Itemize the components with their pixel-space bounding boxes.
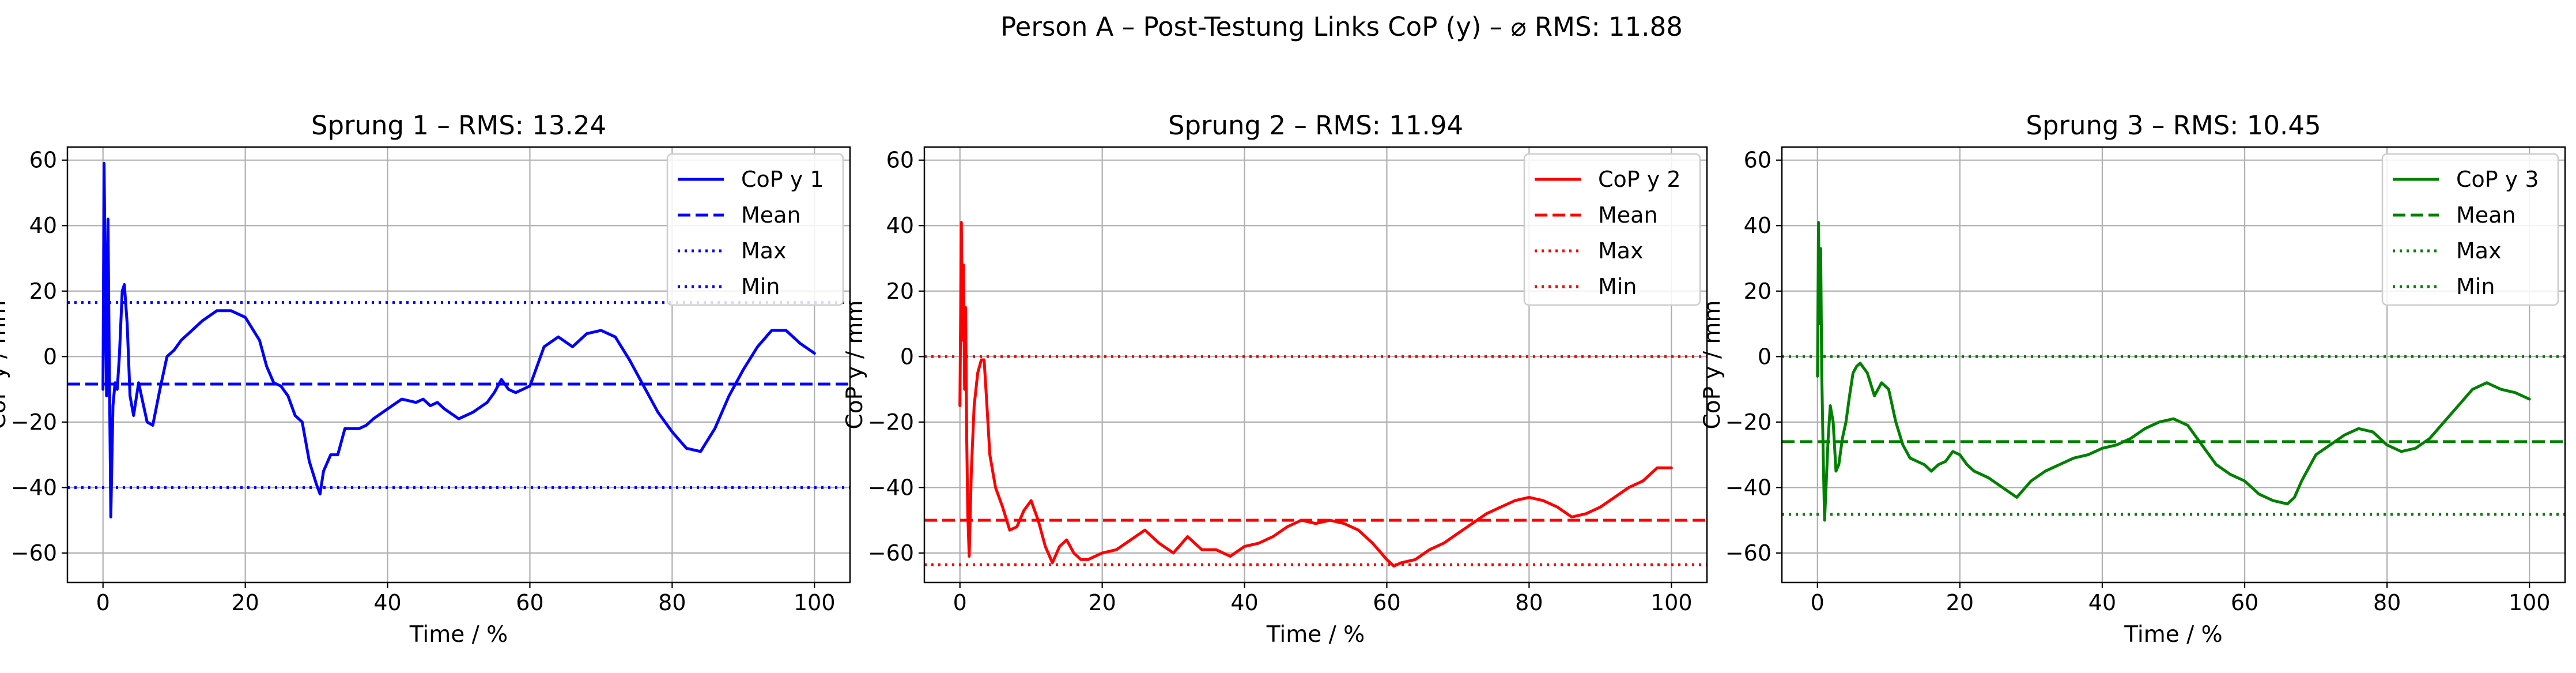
x-tick-label: 60 [516, 590, 543, 615]
legend-label: Max [1598, 238, 1644, 264]
x-tick-label: 40 [373, 590, 401, 615]
legend-label: Mean [1598, 202, 1658, 228]
axes-frame [1781, 146, 2566, 584]
subplot-2: 0 20 40 60 80 100 −60 −40 −20 0 20 40 60 Sprung 2 – R… [842, 110, 1708, 648]
y-tick-label: 0 [900, 344, 914, 369]
legend-label: Max [741, 238, 787, 264]
legend-label: Mean [2456, 202, 2516, 228]
legend: CoP y 1 Mean Max Min [666, 153, 844, 306]
y-tick-label: 40 [29, 213, 57, 238]
plot-area [924, 221, 1707, 568]
legend: CoP y 3 Mean Max Min [2381, 153, 2559, 306]
legend-box [1523, 153, 1701, 306]
y-tick-label: −20 [1725, 409, 1772, 435]
y-tick-label: 40 [1744, 213, 1772, 238]
y-tick-label: 0 [43, 344, 57, 369]
x-tick-label: 40 [2088, 590, 2116, 615]
y-tick-label: 60 [1744, 148, 1772, 173]
y-tick-label: −20 [11, 409, 57, 435]
x-tick-label: 80 [658, 590, 686, 615]
legend-label: Mean [741, 202, 801, 228]
y-axis-label: CoP y / mm [0, 300, 11, 429]
series-line-cop-y [958, 221, 1673, 568]
subplot-3: 0 20 40 60 80 100 −60 −40 −20 0 20 40 60 Sprung 3 – R… [1699, 110, 2566, 648]
x-tick-label: 60 [2231, 590, 2258, 615]
x-axis-label: Time / % [409, 622, 508, 648]
figure-suptitle: Person A – Post-Testung Links CoP (y) – … [1000, 12, 1683, 42]
x-axis-label: Time / % [2124, 622, 2222, 648]
legend-box [666, 153, 844, 306]
axes-frame [923, 146, 1708, 584]
y-tick-label: −40 [868, 475, 914, 500]
y-tick-label: −60 [11, 540, 57, 566]
x-tick-label: 0 [953, 590, 967, 615]
series-line-cop-y [1816, 221, 2531, 522]
x-tick-label: 20 [1946, 590, 1974, 615]
y-tick-label: 40 [886, 213, 914, 238]
legend: CoP y 2 Mean Max Min [1523, 153, 1701, 306]
x-tick-label: 100 [1650, 590, 1693, 615]
x-tick-label: 80 [1515, 590, 1543, 615]
y-tick-label: −20 [868, 409, 914, 435]
x-tick-label: 0 [1811, 590, 1825, 615]
y-axis-label: CoP y / mm [842, 300, 868, 429]
x-tick-label: 60 [1373, 590, 1400, 615]
y-tick-label: 0 [1758, 344, 1772, 369]
x-tick-label: 100 [2509, 590, 2551, 615]
x-tick-label: 0 [96, 590, 110, 615]
legend-label: Max [2456, 238, 2502, 264]
y-tick-label: 20 [886, 279, 914, 304]
y-tick-label: 20 [29, 279, 57, 304]
subplot-title: Sprung 2 – RMS: 11.94 [1168, 110, 1463, 141]
y-axis-label: CoP y / mm [1699, 300, 1725, 429]
x-tick-label: 20 [231, 590, 259, 615]
y-tick-label: −60 [1725, 540, 1772, 566]
plot-area [1782, 221, 2565, 522]
axes-frame [66, 146, 851, 584]
subplot-1: 0 20 40 60 80 100 −60 −40 −20 0 20 40 60 Sprung 1 – R… [0, 110, 851, 648]
legend-label: Min [2456, 274, 2495, 299]
legend-label: CoP y 2 [1598, 167, 1681, 192]
x-tick-label: 80 [2373, 590, 2401, 615]
x-tick-label: 20 [1088, 590, 1116, 615]
x-axis-label: Time / % [1266, 622, 1365, 648]
x-tick-label: 40 [1230, 590, 1258, 615]
y-tick-label: 60 [29, 148, 57, 173]
series-line-cop-y [101, 161, 816, 518]
y-tick-label: −40 [1725, 475, 1772, 500]
legend-label: Min [1598, 274, 1637, 299]
y-tick-label: −60 [868, 540, 914, 566]
legend-label: Min [741, 274, 780, 299]
y-tick-label: 60 [886, 148, 914, 173]
subplot-title: Sprung 3 – RMS: 10.45 [2026, 110, 2321, 141]
y-tick-label: −40 [11, 475, 57, 500]
subplots: 0 20 40 60 80 100 −60 −40 −20 0 20 40 60 Sprung 1 – R… [0, 110, 2566, 648]
subplot-title: Sprung 1 – RMS: 13.24 [311, 110, 606, 141]
legend-box [2381, 153, 2559, 306]
legend-label: CoP y 1 [741, 167, 824, 192]
x-tick-label: 100 [794, 590, 836, 615]
y-tick-label: 20 [1744, 279, 1772, 304]
legend-label: CoP y 3 [2456, 167, 2539, 192]
